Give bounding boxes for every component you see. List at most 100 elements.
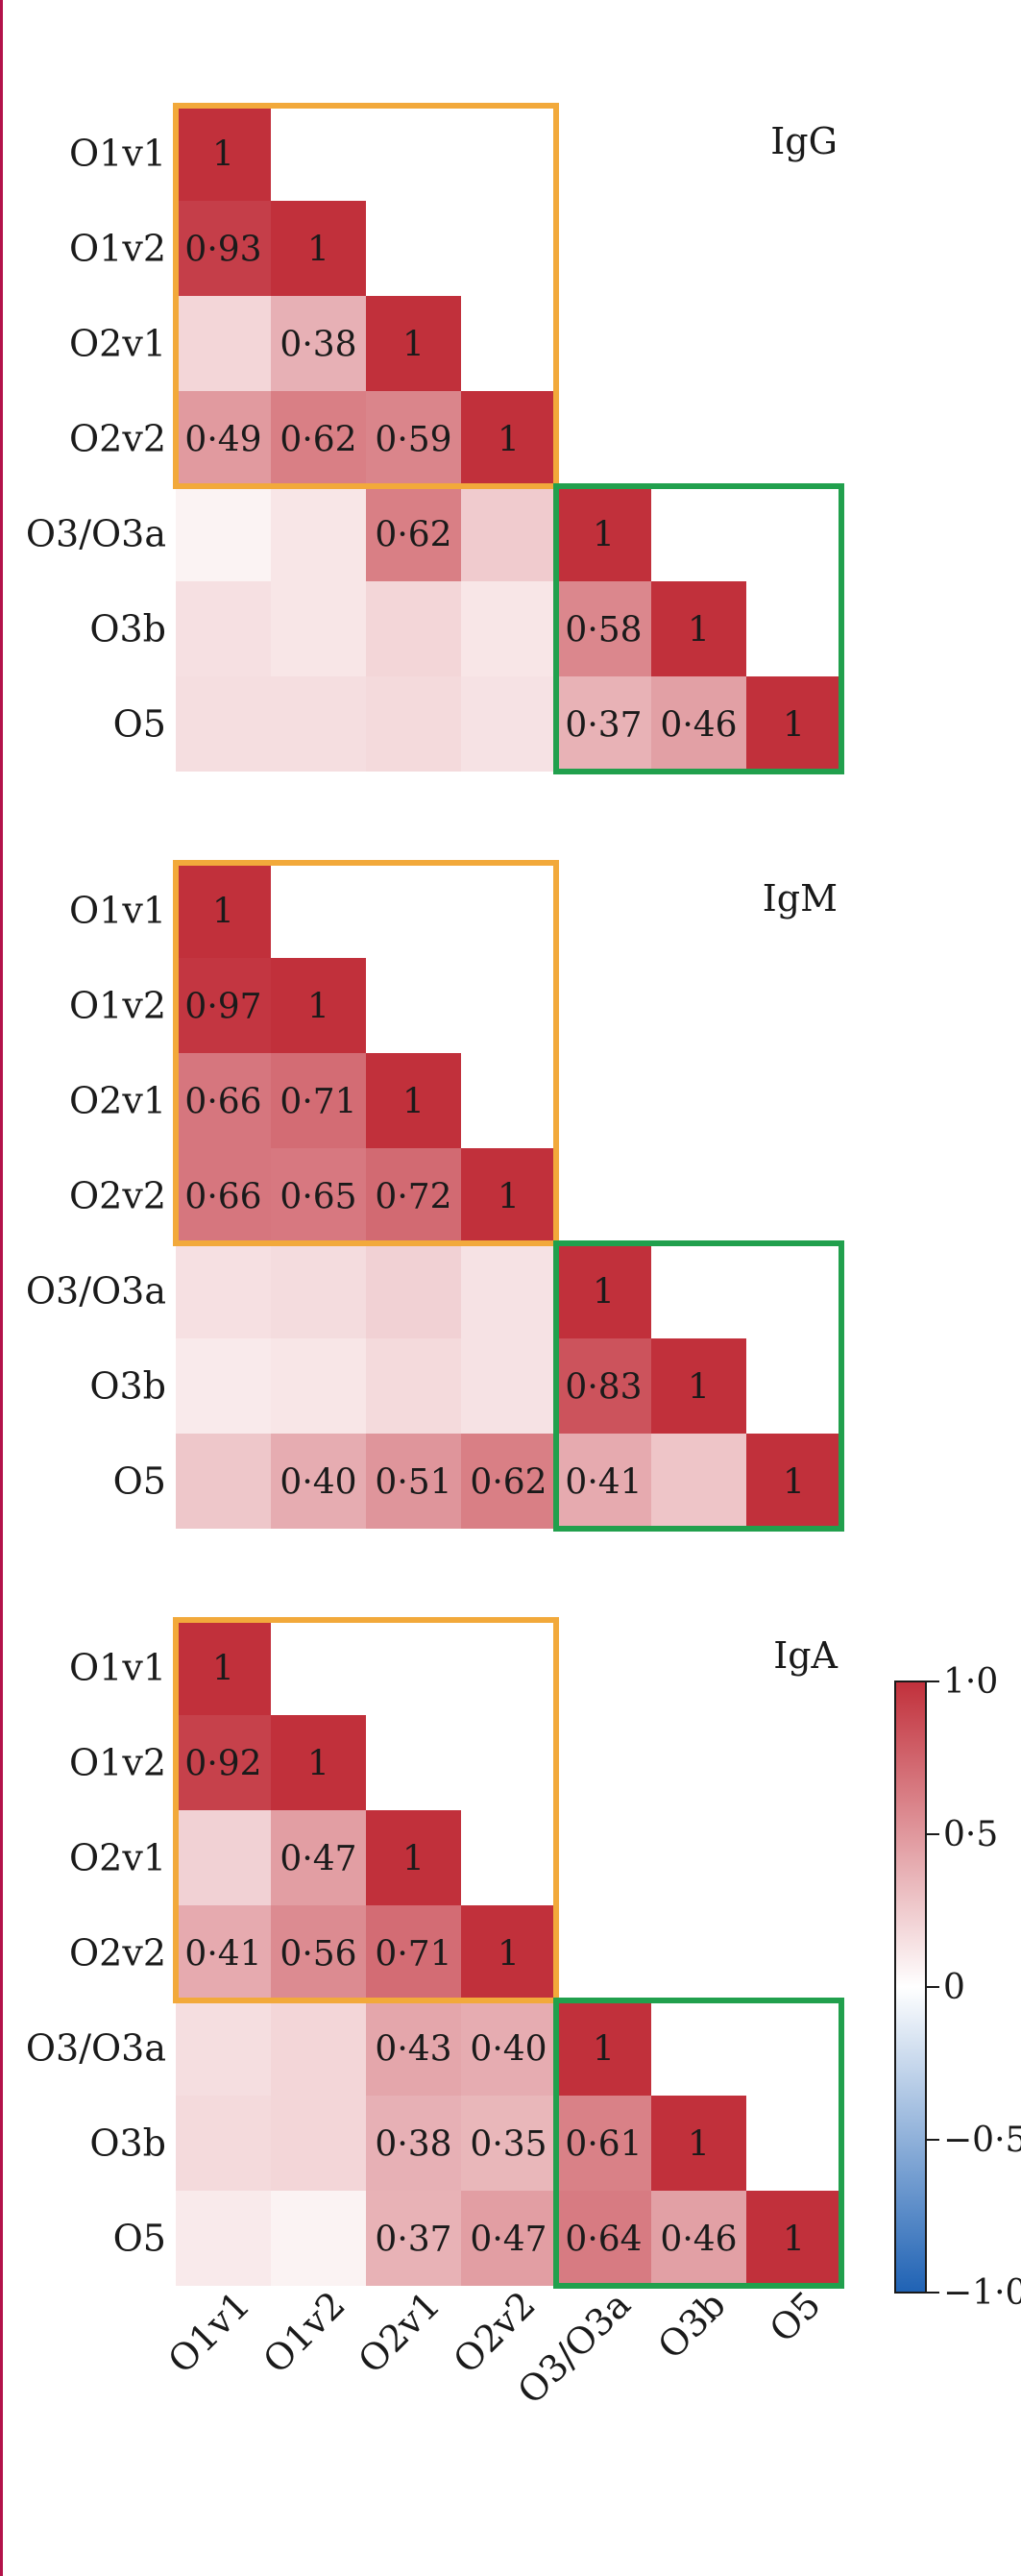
cell-value-label: 1 [212,135,234,175]
cell-value-label: 1 [212,1650,234,1689]
heatmap-cell [176,1434,271,1529]
heatmap-cell [176,296,271,391]
cell-value-label: 1 [498,1178,520,1217]
heatmap-cell [366,2191,461,2286]
heatmap-cell [176,581,271,676]
heatmap-cell [556,1434,651,1529]
cell-value-label: 0·59 [375,421,451,460]
cell-value-label: 0·66 [184,1178,261,1217]
heatmap-cell [366,1810,461,1905]
group-highlight-box [553,1240,844,1532]
heatmap-cell [176,1338,271,1434]
heatmap-cell [366,2000,461,2096]
cell-value-label: 0·62 [470,1463,547,1503]
cell-value-label: 1 [783,706,805,746]
heatmap-cell [461,1905,556,2000]
cell-value-label: 0·37 [565,706,642,746]
cell-value-label: 0·71 [375,1935,451,1975]
heatmap-cell [176,2096,271,2191]
heatmap-cell [176,676,271,772]
heatmap-cell [366,2096,461,2191]
cell-value-label: 0·46 [660,706,737,746]
heatmap-cell [461,1148,556,1243]
heatmap-cell [271,2000,366,2096]
heatmap-cell [461,676,556,772]
group-highlight-box [553,483,844,774]
heatmap-cell [271,1338,366,1434]
cell-value-label: 0·62 [280,421,356,460]
heatmap-cell [366,486,461,581]
colorbar-tick-label: 1·0 [943,1662,998,1702]
group-highlight-box [553,1998,844,2289]
heatmap-cell [366,676,461,772]
heatmap-cell [461,2096,556,2191]
cell-value-label: 0·38 [375,2125,451,2165]
heatmap-cell [461,2000,556,2096]
heatmap-cell [556,486,651,581]
row-label: O3b [89,608,166,650]
heatmap-cell [176,863,271,958]
heatmap-cell [366,1338,461,1434]
heatmap-cell [366,1053,461,1148]
cell-value-label: 0·40 [470,2030,547,2070]
colorbar-tick-label: 0·5 [943,1815,998,1854]
heatmap-cell [176,1053,271,1148]
cell-value-label: 1 [498,421,520,460]
heatmap-cell [271,1243,366,1338]
cell-value-label: 0·97 [184,988,261,1027]
row-label: O3/O3a [26,2027,166,2070]
heatmap-cell [366,296,461,391]
colorbar-tick-label: 0 [943,1968,965,2007]
heatmap-cell [556,2096,651,2191]
cell-value-label: 1 [402,1083,425,1122]
cell-value-label: 0·40 [280,1463,356,1503]
row-label: O1v2 [69,985,166,1027]
cell-value-label: 1 [498,1935,520,1975]
heatmap-cell [176,1620,271,1715]
cell-value-label: 0·71 [280,1083,356,1122]
heatmap-cell [271,391,366,486]
heatmap-cell [366,1434,461,1529]
cell-value-label: 0·92 [184,1745,261,1784]
heatmap-cell [176,486,271,581]
heatmap-cell [746,676,841,772]
row-label: O3/O3a [26,1270,166,1313]
cell-value-label: 0·43 [375,2030,451,2070]
cell-value-label: 0·49 [184,421,261,460]
colorbar-tick-label: −0·5 [943,2121,1021,2160]
group-highlight-box [173,103,559,489]
heatmap-cell [271,486,366,581]
cell-value-label: 0·37 [375,2220,451,2260]
heatmap-cell [746,1434,841,1529]
column-label: O5 [762,2283,829,2350]
cell-value-label: 0·35 [470,2125,547,2165]
group-highlight-box [173,1617,559,2003]
row-label: O3b [89,2122,166,2165]
cell-value-label: 0·93 [184,231,261,270]
cell-value-label: 0·46 [660,2220,737,2260]
heatmap-cell [176,106,271,201]
cell-value-label: 0·66 [184,1083,261,1122]
row-label: O2v2 [69,1932,166,1975]
heatmap-cell [556,2191,651,2286]
cell-value-label: 0·38 [280,326,356,365]
cell-value-label: 0·58 [565,611,642,650]
heatmap-cell [176,958,271,1053]
heatmap-cell [271,2191,366,2286]
cell-value-label: 0·83 [565,1368,642,1408]
cell-value-label: 0·61 [565,2125,642,2165]
heatmap-cell [461,1434,556,1529]
heatmap-cell [651,2096,746,2191]
heatmap-cell [176,391,271,486]
cell-value-label: 1 [212,893,234,932]
row-label: O3/O3a [26,513,166,555]
cell-value-label: 1 [688,611,710,650]
heatmap-cell [461,1338,556,1434]
heatmap-cell [366,1148,461,1243]
heatmap-cell [461,391,556,486]
heatmap-cell [271,1810,366,1905]
cell-value-label: 1 [688,1368,710,1408]
row-label: O5 [113,703,166,746]
heatmap-cell [366,1243,461,1338]
